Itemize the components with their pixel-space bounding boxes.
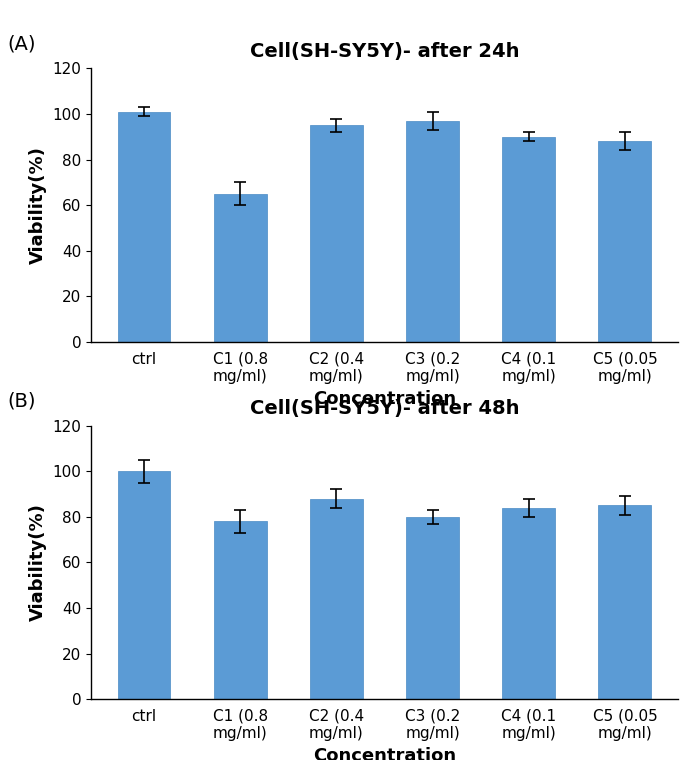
Bar — [310, 499, 363, 699]
Y-axis label: Viability(%): Viability(%) — [29, 503, 47, 622]
Title: Cell(SH-SY5Y)- after 24h: Cell(SH-SY5Y)- after 24h — [250, 43, 519, 62]
X-axis label: Concentration: Concentration — [313, 747, 456, 760]
Bar — [310, 125, 363, 342]
Bar — [214, 521, 266, 699]
Bar — [406, 517, 459, 699]
Bar — [117, 112, 171, 342]
Text: (B): (B) — [7, 391, 36, 410]
Bar — [598, 141, 651, 342]
Bar — [117, 471, 171, 699]
Bar — [503, 508, 555, 699]
Bar — [406, 121, 459, 342]
Y-axis label: Viability(%): Viability(%) — [29, 146, 47, 264]
Bar — [598, 505, 651, 699]
Bar — [214, 194, 266, 342]
Title: Cell(SH-SY5Y)- after 48h: Cell(SH-SY5Y)- after 48h — [250, 400, 519, 419]
Text: (A): (A) — [7, 34, 36, 53]
X-axis label: Concentration: Concentration — [313, 390, 456, 407]
Bar — [503, 137, 555, 342]
